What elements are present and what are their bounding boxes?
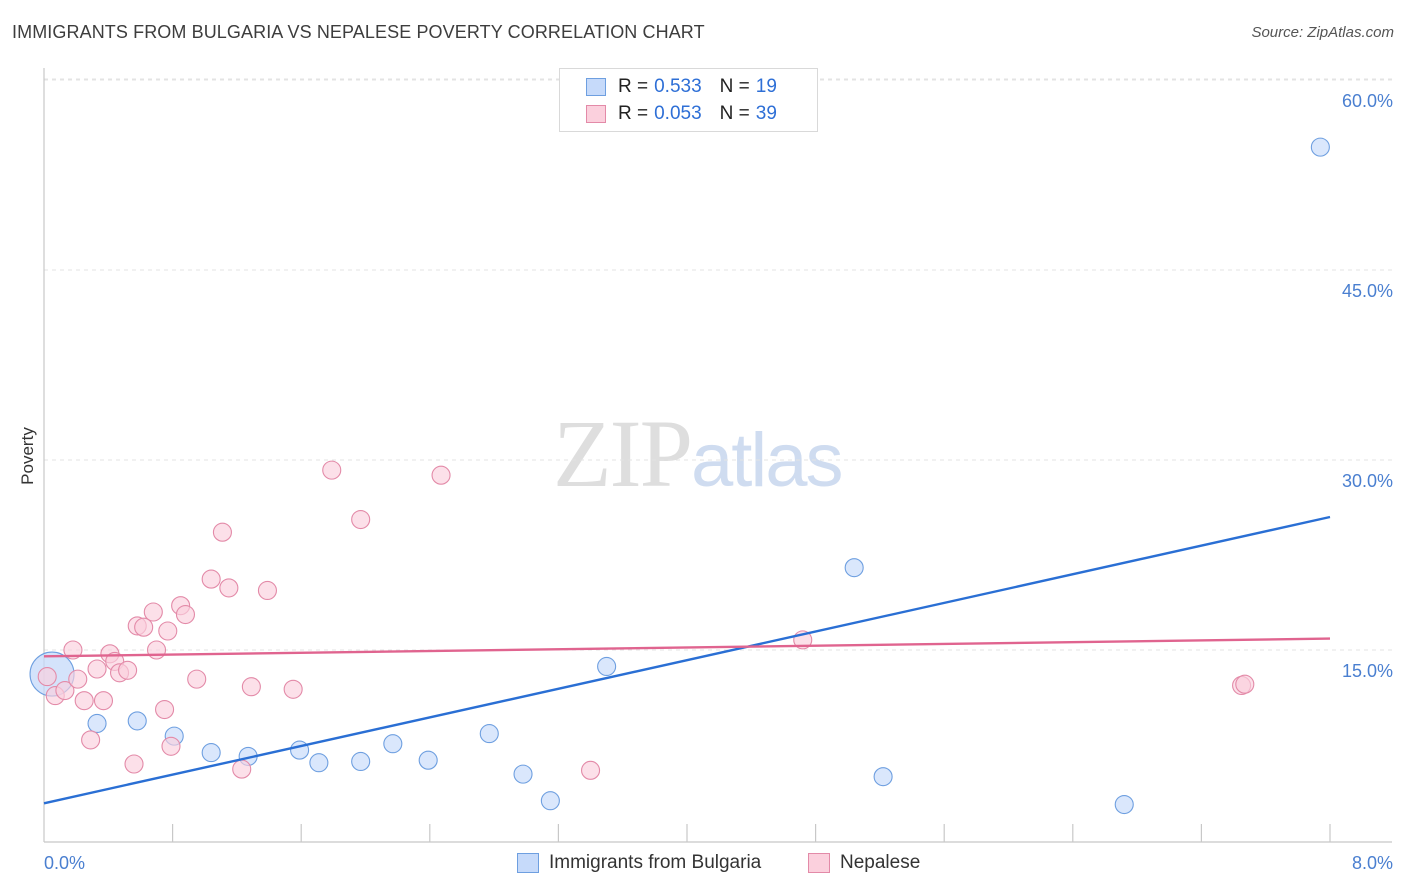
- point-bulgaria: [1114, 794, 1134, 815]
- point-nepalese: [68, 669, 88, 689]
- point-bulgaria: [540, 791, 560, 811]
- y-tick-label: 15.0%: [1342, 661, 1393, 681]
- point-bulgaria: [597, 656, 617, 677]
- point-bulgaria: [201, 743, 221, 763]
- legend-r-value: 0.053: [654, 103, 702, 124]
- watermark-zip: ZIP: [553, 400, 693, 507]
- point-bulgaria: [351, 751, 371, 772]
- legend-label-bulgaria: Immigrants from Bulgaria: [549, 852, 762, 873]
- legend-r-value: 0.533: [654, 76, 702, 97]
- legend-n-label: N =: [719, 103, 750, 124]
- legend-swatch-bulgaria: [517, 853, 539, 873]
- legend-swatch-bulgaria: [586, 78, 606, 96]
- point-nepalese: [81, 730, 101, 750]
- point-nepalese: [118, 660, 138, 680]
- legend-n-value: 19: [755, 76, 777, 97]
- legend-swatch-nepalese: [586, 105, 606, 123]
- point-nepalese: [93, 691, 114, 711]
- trend-line-nepalese: [43, 637, 1331, 658]
- y-tick-labels: 15.0% 30.0% 45.0% 60.0%: [1342, 91, 1393, 681]
- legend-n-label: N =: [719, 76, 750, 97]
- point-nepalese: [431, 465, 451, 485]
- series-legend: Immigrants from Bulgaria Nepalese: [0, 852, 1406, 876]
- data-points: [29, 137, 1330, 815]
- source-credit: Source: ZipAtlas.com: [1251, 24, 1394, 41]
- point-nepalese: [134, 617, 154, 637]
- x-tick-label-min: 0.0%: [44, 853, 85, 873]
- point-nepalese: [124, 754, 144, 774]
- x-ticks: [172, 824, 1331, 842]
- watermark: ZIPatlas: [553, 398, 844, 509]
- y-axis-title: Poverty: [18, 427, 37, 485]
- point-nepalese: [158, 621, 178, 641]
- point-bulgaria: [513, 764, 533, 784]
- point-nepalese: [87, 659, 107, 679]
- point-nepalese: [74, 691, 94, 711]
- stats-legend: R = 0.533 N = 19 R = 0.053 N = 39: [559, 68, 818, 132]
- point-nepalese: [232, 759, 252, 779]
- x-tick-label-max: 8.0%: [1352, 853, 1393, 873]
- point-nepalese: [322, 460, 342, 480]
- legend-r-label: R =: [618, 103, 649, 124]
- point-nepalese: [1235, 674, 1255, 694]
- legend-n-value: 39: [755, 103, 777, 124]
- y-tick-label: 30.0%: [1342, 471, 1393, 491]
- point-nepalese: [155, 699, 175, 720]
- chart-title: IMMIGRANTS FROM BULGARIA VS NEPALESE POV…: [12, 22, 705, 42]
- point-bulgaria: [309, 753, 329, 773]
- point-nepalese: [146, 640, 167, 660]
- point-nepalese: [241, 677, 261, 697]
- point-nepalese: [175, 604, 196, 625]
- point-nepalese: [63, 640, 83, 660]
- point-bulgaria: [1310, 137, 1330, 157]
- point-nepalese: [580, 760, 601, 780]
- trend-lines: [43, 515, 1331, 805]
- gridlines: [44, 78, 1392, 651]
- point-nepalese: [37, 667, 57, 687]
- point-bulgaria: [127, 711, 147, 731]
- point-bulgaria: [873, 767, 893, 787]
- point-nepalese: [283, 679, 303, 699]
- legend-item-bulgaria[interactable]: Immigrants from Bulgaria: [517, 852, 761, 874]
- point-bulgaria: [479, 724, 499, 744]
- y-tick-label: 60.0%: [1342, 91, 1393, 111]
- point-nepalese: [143, 602, 163, 622]
- point-nepalese: [257, 580, 277, 601]
- point-bulgaria: [383, 734, 403, 754]
- point-nepalese: [212, 522, 232, 542]
- legend-row-nepalese: R = 0.053 N = 39: [586, 101, 795, 127]
- point-nepalese: [187, 669, 207, 689]
- legend-label-nepalese: Nepalese: [840, 852, 921, 873]
- point-nepalese: [201, 569, 221, 589]
- point-nepalese: [219, 578, 239, 598]
- point-bulgaria: [87, 713, 107, 734]
- point-nepalese: [351, 509, 371, 530]
- point-nepalese: [161, 736, 181, 756]
- legend-row-bulgaria: R = 0.533 N = 19: [586, 74, 795, 100]
- point-nepalese: [55, 680, 75, 701]
- trend-line-bulgaria: [43, 515, 1331, 805]
- point-bulgaria: [844, 558, 864, 578]
- y-tick-label: 45.0%: [1342, 281, 1393, 301]
- legend-item-nepalese[interactable]: Nepalese: [808, 852, 920, 874]
- point-bulgaria: [418, 750, 438, 770]
- axes: [43, 68, 1392, 843]
- legend-swatch-nepalese: [808, 853, 830, 873]
- legend-r-label: R =: [618, 76, 649, 97]
